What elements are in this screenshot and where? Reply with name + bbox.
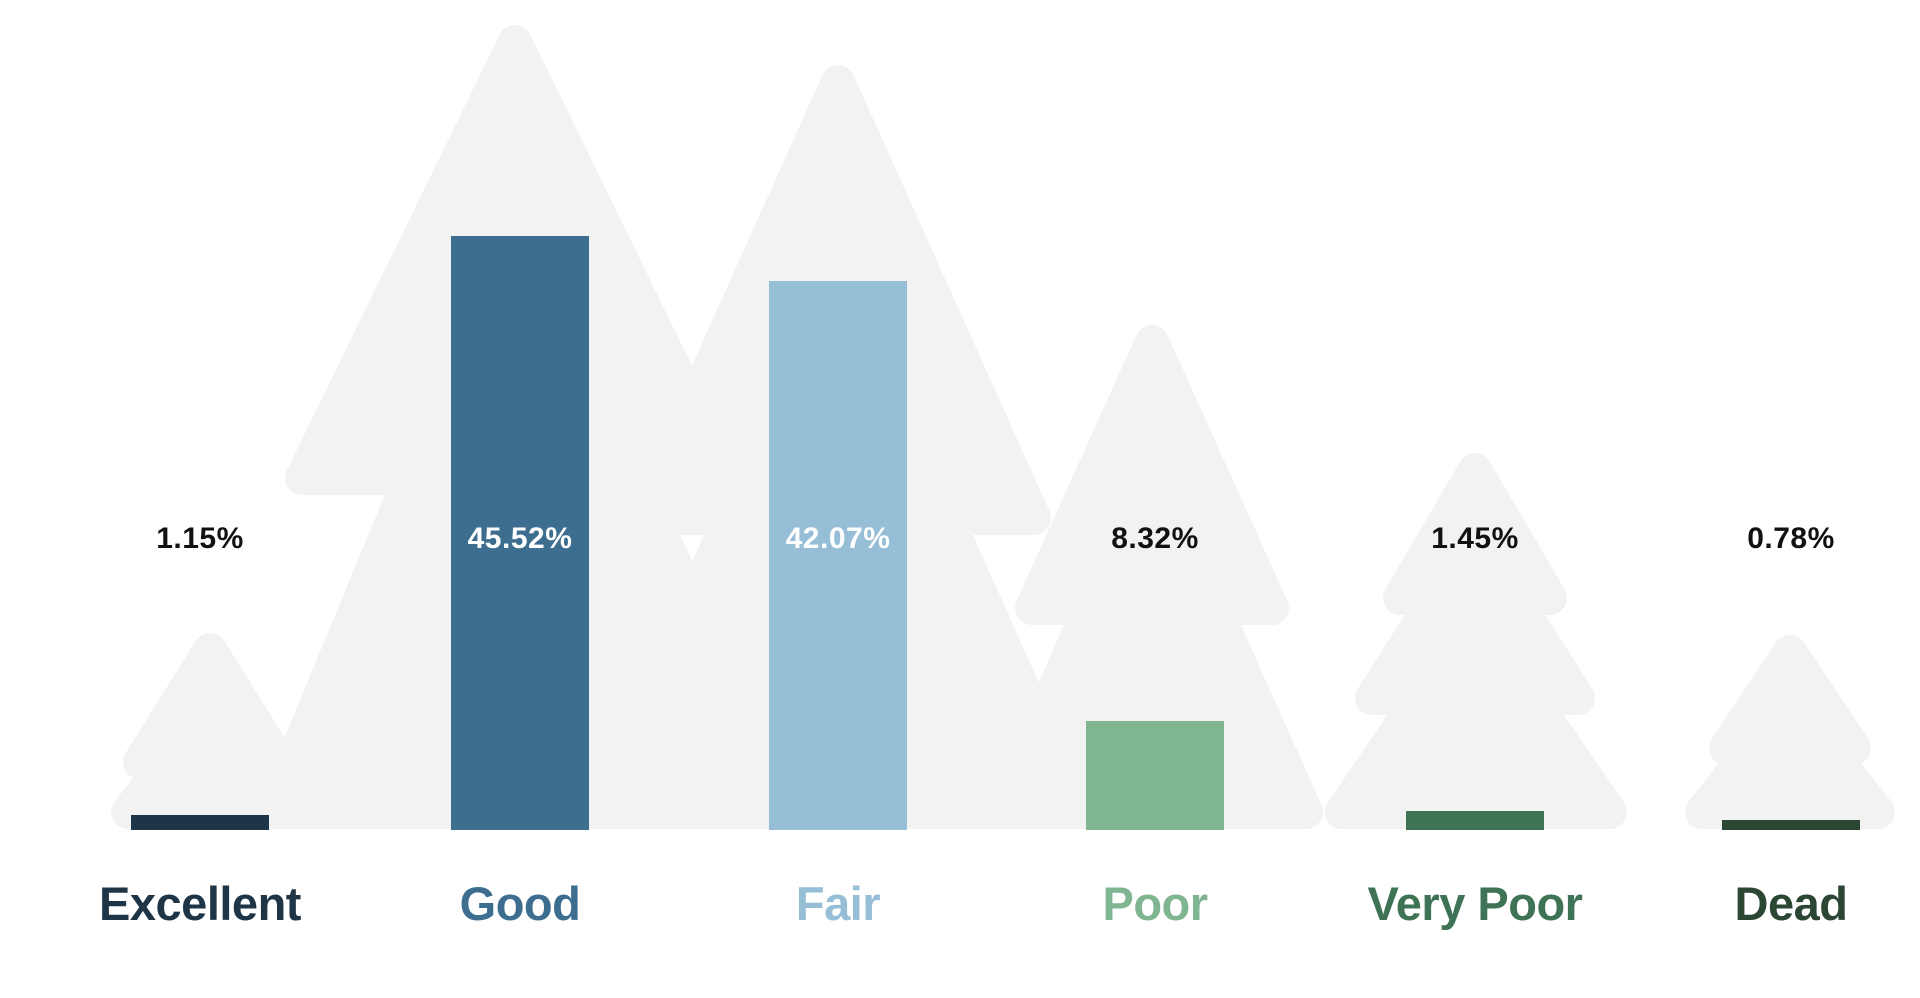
bar-column-dead: 0.78% Dead	[1631, 0, 1920, 998]
bar-fair	[769, 281, 907, 830]
bar-column-excellent: 1.15% Excellent	[40, 0, 360, 998]
category-label-very-poor: Very Poor	[1367, 877, 1583, 930]
bar-column-very-poor: 1.45% Very Poor	[1315, 0, 1635, 998]
bar-good	[451, 235, 589, 830]
bar-column-good: 45.52% Good	[360, 0, 680, 998]
value-label-very-poor: 1.45%	[1431, 522, 1519, 555]
value-label-good: 45.52%	[467, 522, 573, 555]
pine-tree-silhouette	[1685, 683, 1895, 829]
value-label-excellent: 1.15%	[156, 522, 244, 555]
value-label-fair: 42.07%	[785, 522, 891, 555]
bar-poor	[1086, 721, 1224, 830]
bar-dead	[1722, 819, 1860, 830]
category-label-fair: Fair	[795, 877, 881, 930]
pine-tree-silhouette	[111, 689, 313, 829]
bar-column-fair: 42.07% Fair	[678, 0, 998, 998]
category-label-dead: Dead	[1734, 877, 1848, 930]
value-label-dead: 0.78%	[1747, 522, 1835, 555]
bar-excellent	[131, 815, 269, 830]
category-label-poor: Poor	[1102, 877, 1208, 930]
category-label-excellent: Excellent	[99, 877, 301, 930]
value-label-poor: 8.32%	[1111, 522, 1199, 555]
category-label-good: Good	[459, 877, 581, 930]
bar-very-poor	[1406, 811, 1544, 830]
bar-column-poor: 8.32% Poor	[995, 0, 1315, 998]
